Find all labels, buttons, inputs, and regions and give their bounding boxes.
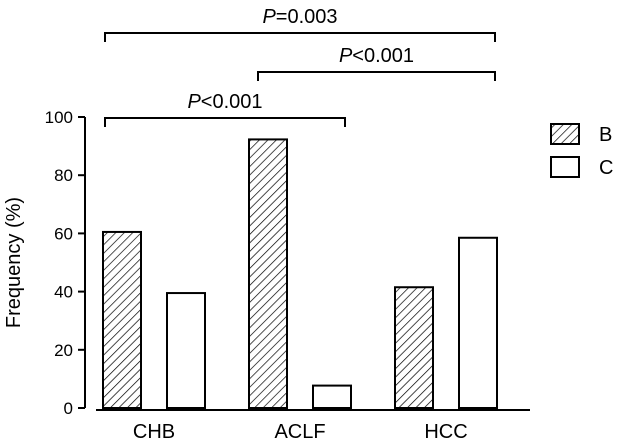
y-axis-label: Frequency (%) bbox=[3, 197, 25, 328]
p-symbol: P bbox=[339, 45, 353, 67]
x-tick-label: CHB bbox=[133, 421, 175, 443]
y-tick-label: 80 bbox=[54, 166, 73, 185]
significance-label: P<0.001 bbox=[339, 45, 414, 67]
legend-swatch-b bbox=[550, 123, 580, 145]
bar-aclf-b bbox=[248, 138, 288, 409]
legend-label: B bbox=[599, 124, 612, 146]
x-tick-label: HCC bbox=[424, 421, 467, 443]
significance-bracket bbox=[257, 71, 496, 81]
y-tick-label: 0 bbox=[64, 399, 73, 418]
bar-hcc-c bbox=[458, 236, 498, 409]
significance-label: P=0.003 bbox=[262, 6, 337, 28]
significance-bracket bbox=[104, 32, 496, 42]
significance-label: P<0.001 bbox=[187, 91, 262, 113]
bar-hcc-b bbox=[394, 286, 434, 409]
bar-aclf-c bbox=[312, 384, 352, 409]
y-tick-label: 20 bbox=[54, 341, 73, 360]
p-value: =0.003 bbox=[276, 6, 338, 28]
legend-swatch-c bbox=[550, 156, 580, 178]
legend-label: C bbox=[599, 157, 613, 179]
y-tick-label: 60 bbox=[54, 224, 73, 243]
bar-chb-b bbox=[102, 230, 142, 409]
significance-bracket bbox=[104, 117, 346, 127]
y-tick-label: 100 bbox=[45, 108, 73, 127]
p-symbol: P bbox=[262, 6, 276, 28]
bar-chb-c bbox=[166, 292, 206, 409]
p-value: <0.001 bbox=[201, 91, 263, 113]
x-tick-label: ACLF bbox=[274, 421, 325, 443]
p-symbol: P bbox=[187, 91, 201, 113]
y-tick-label: 40 bbox=[54, 283, 73, 302]
p-value: <0.001 bbox=[352, 45, 414, 67]
